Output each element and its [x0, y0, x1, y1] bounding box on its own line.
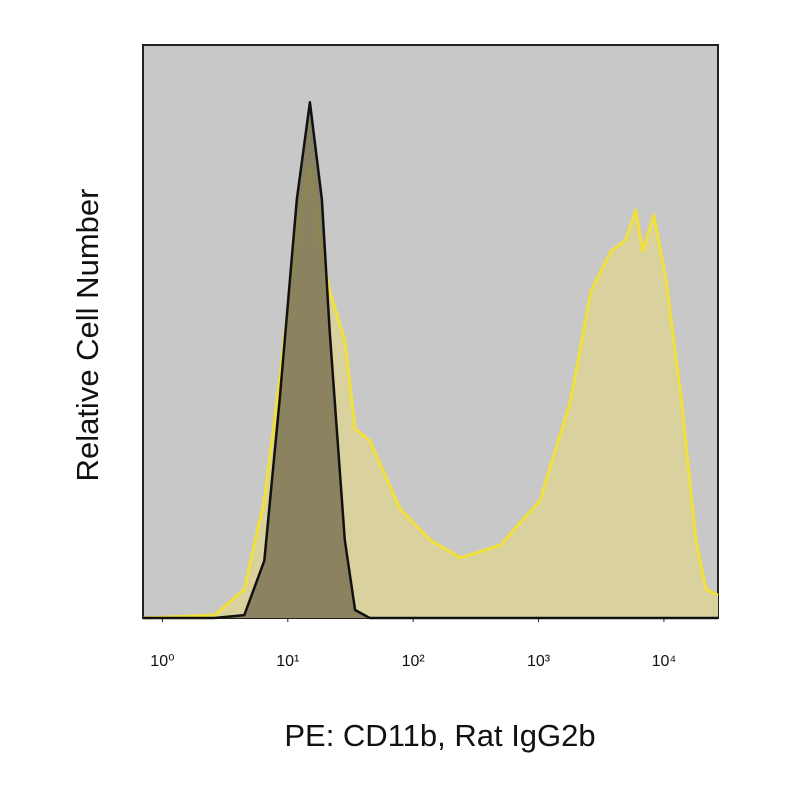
x-tick-label: 10¹ [276, 653, 299, 670]
x-tick-label: 10⁴ [652, 653, 677, 670]
x-axis-label: PE: CD11b, Rat IgG2b [284, 718, 595, 753]
histogram-line [143, 101, 718, 620]
y-axis-label: Relative Cell Number [70, 189, 105, 482]
x-tick-label: 10³ [527, 653, 551, 670]
histogram-area [143, 102, 718, 619]
x-tick-label: 10⁰ [150, 653, 174, 670]
x-tick-label: 10² [402, 653, 426, 670]
